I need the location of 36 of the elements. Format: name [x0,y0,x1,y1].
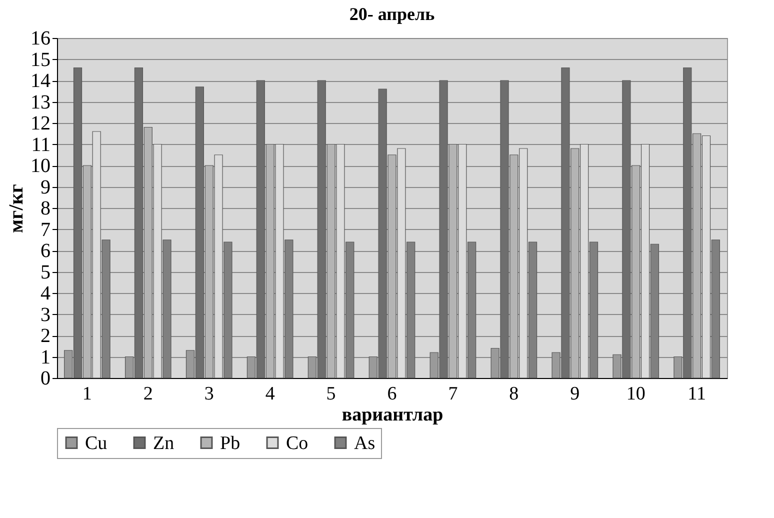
x-tick-label: 9 [570,384,580,404]
y-tick-label: 3 [40,304,50,326]
x-tick-label: 6 [387,384,397,404]
y-tick-label: 6 [40,240,50,262]
x-tick-label: 10 [626,384,646,404]
x-tick-label: 7 [448,384,458,404]
y-tick-label: 15 [30,48,50,71]
legend-label: Pb [220,432,240,454]
legend-label: Co [286,432,308,454]
legend-label: As [354,432,376,454]
y-tick-label: 2 [40,325,50,347]
x-tick-label: 1 [82,384,92,404]
x-tick-label: 11 [688,384,706,404]
y-tick-label: 0 [40,368,50,390]
legend-label: Zn [153,432,175,454]
y-tick-label: 14 [30,70,50,92]
y-tick-label: 16 [30,28,50,50]
x-tick-label: 8 [509,384,519,404]
y-tick-label: 1 [40,346,50,368]
y-tick-label: 5 [40,261,50,284]
x-tick-label: 2 [143,384,153,404]
x-axis-title: вариантлар [342,404,444,426]
x-tick-label: 4 [265,384,276,404]
x-tick-label: 5 [326,384,336,404]
legend-label: Cu [85,432,108,454]
y-tick-label: 12 [30,112,50,134]
y-tick-label: 9 [40,176,50,198]
y-tick-label: 4 [40,282,50,304]
x-tick-label: 3 [204,384,214,404]
y-tick-label: 8 [40,198,50,220]
y-axis-title: мг/кг [6,184,28,233]
y-tick-label: 13 [30,91,50,114]
y-tick-label: 7 [40,218,50,241]
y-tick-label: 10 [30,155,50,177]
y-tick-label: 11 [31,134,50,156]
chart-title: 20- апрель [349,4,436,24]
